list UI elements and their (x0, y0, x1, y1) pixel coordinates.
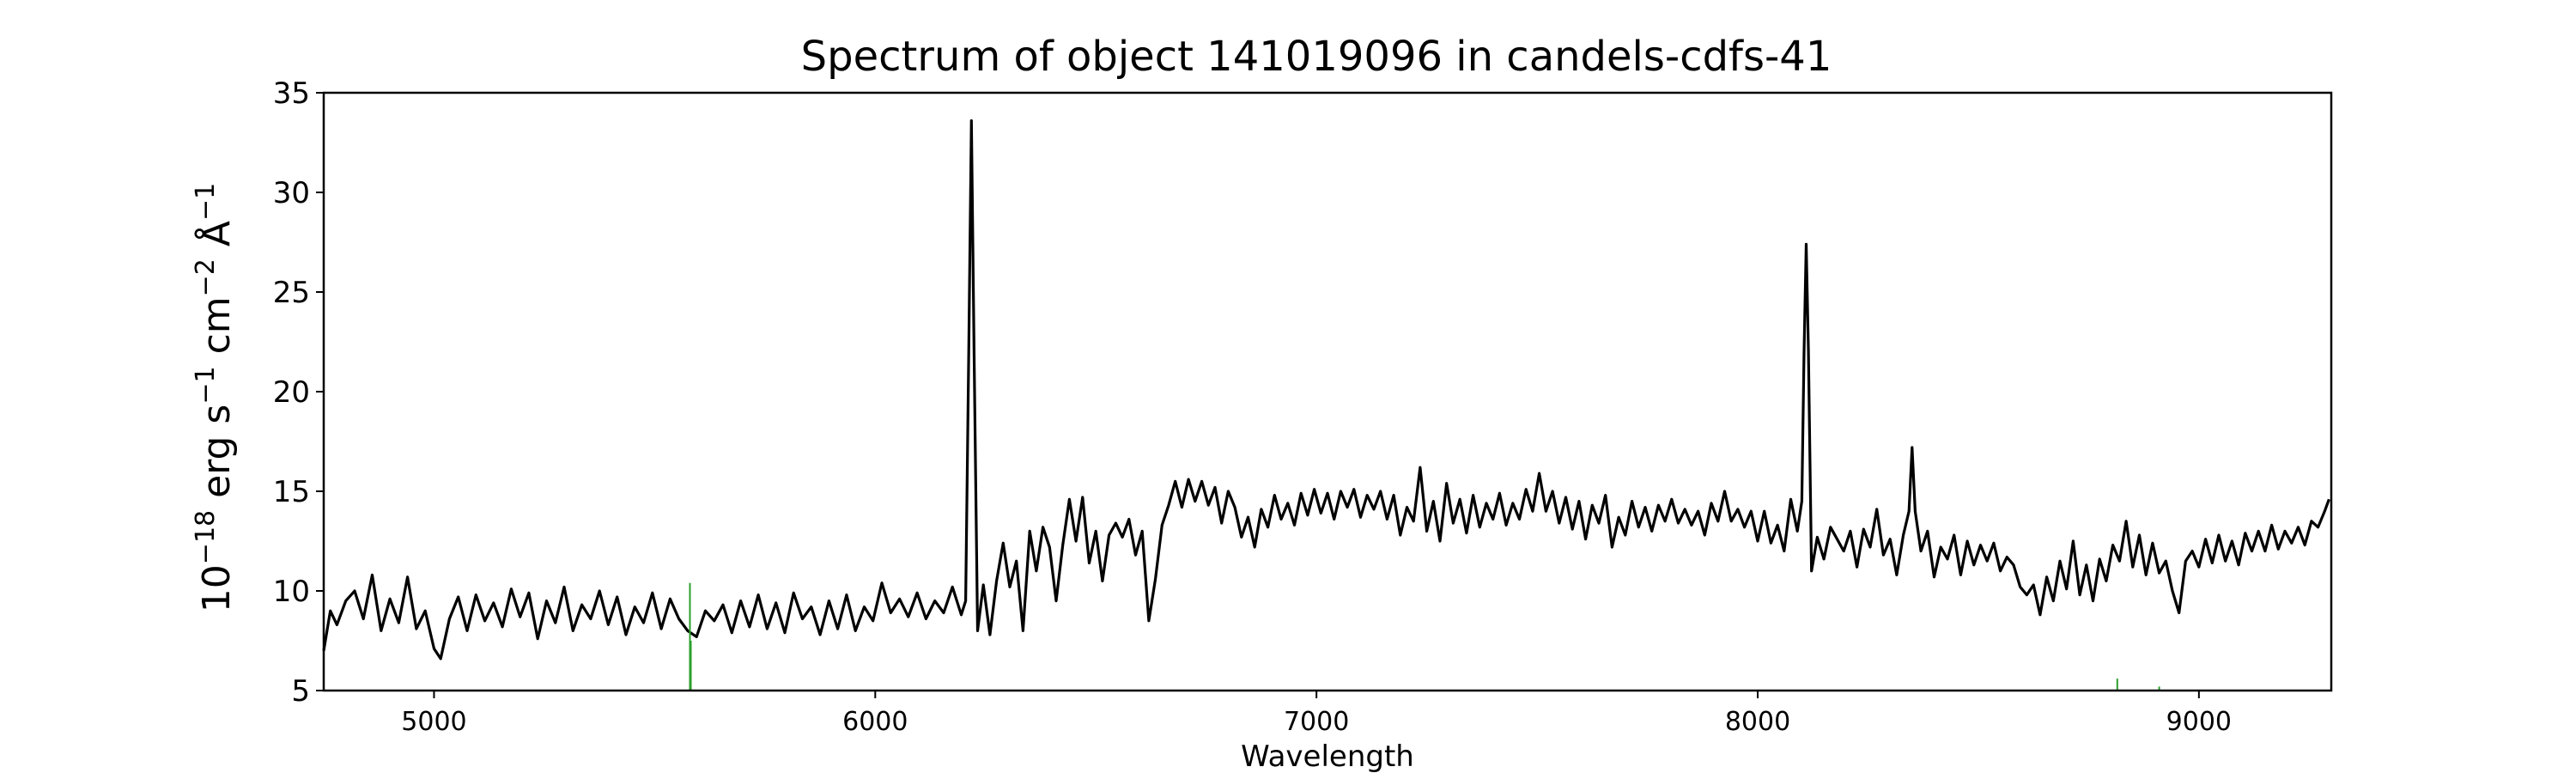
svg-text:10−18 erg s−1 cm−2 Å−1: 10−18 erg s−1 cm−2 Å−1 (191, 183, 239, 612)
y-tick-label: 15 (273, 475, 310, 509)
ylabel-exp2: −1 (191, 366, 221, 404)
y-tick-label: 20 (273, 375, 310, 410)
y-tick-label: 30 (273, 176, 310, 210)
axes: 5000 6000 7000 8000 9000 5 10 15 20 25 30 35 (273, 76, 2232, 737)
y-axis-label: 10−18 erg s−1 cm−2 Å−1 (191, 183, 239, 612)
y-tick-label: 35 (273, 76, 310, 111)
x-axis-label: Wavelength (1241, 740, 1414, 773)
x-tick-label: 7000 (1284, 707, 1349, 737)
ylabel-unit3: Å (193, 221, 239, 259)
x-tick-label: 9000 (2166, 707, 2232, 737)
x-tick-label: 5000 (401, 707, 466, 737)
ylabel-exp4: −1 (191, 183, 221, 221)
ylabel-exp3: −2 (191, 259, 221, 296)
x-tick-label: 8000 (1725, 707, 1790, 737)
plot-frame (322, 91, 2333, 692)
ylabel-base: 10 (195, 564, 239, 612)
ylabel-exp1: −18 (191, 510, 221, 564)
x-tick-label: 6000 (842, 707, 908, 737)
chart-title: Spectrum of object 141019096 in candels-… (801, 33, 1832, 81)
ylabel-unit2: cm (195, 296, 239, 366)
ylabel-unit1: erg s (195, 405, 239, 510)
y-tick-label: 25 (273, 276, 310, 310)
y-tick-label: 5 (291, 674, 310, 709)
y-tick-label: 10 (273, 575, 310, 609)
plot-area (322, 119, 2330, 691)
spectrum-line (322, 119, 2330, 660)
